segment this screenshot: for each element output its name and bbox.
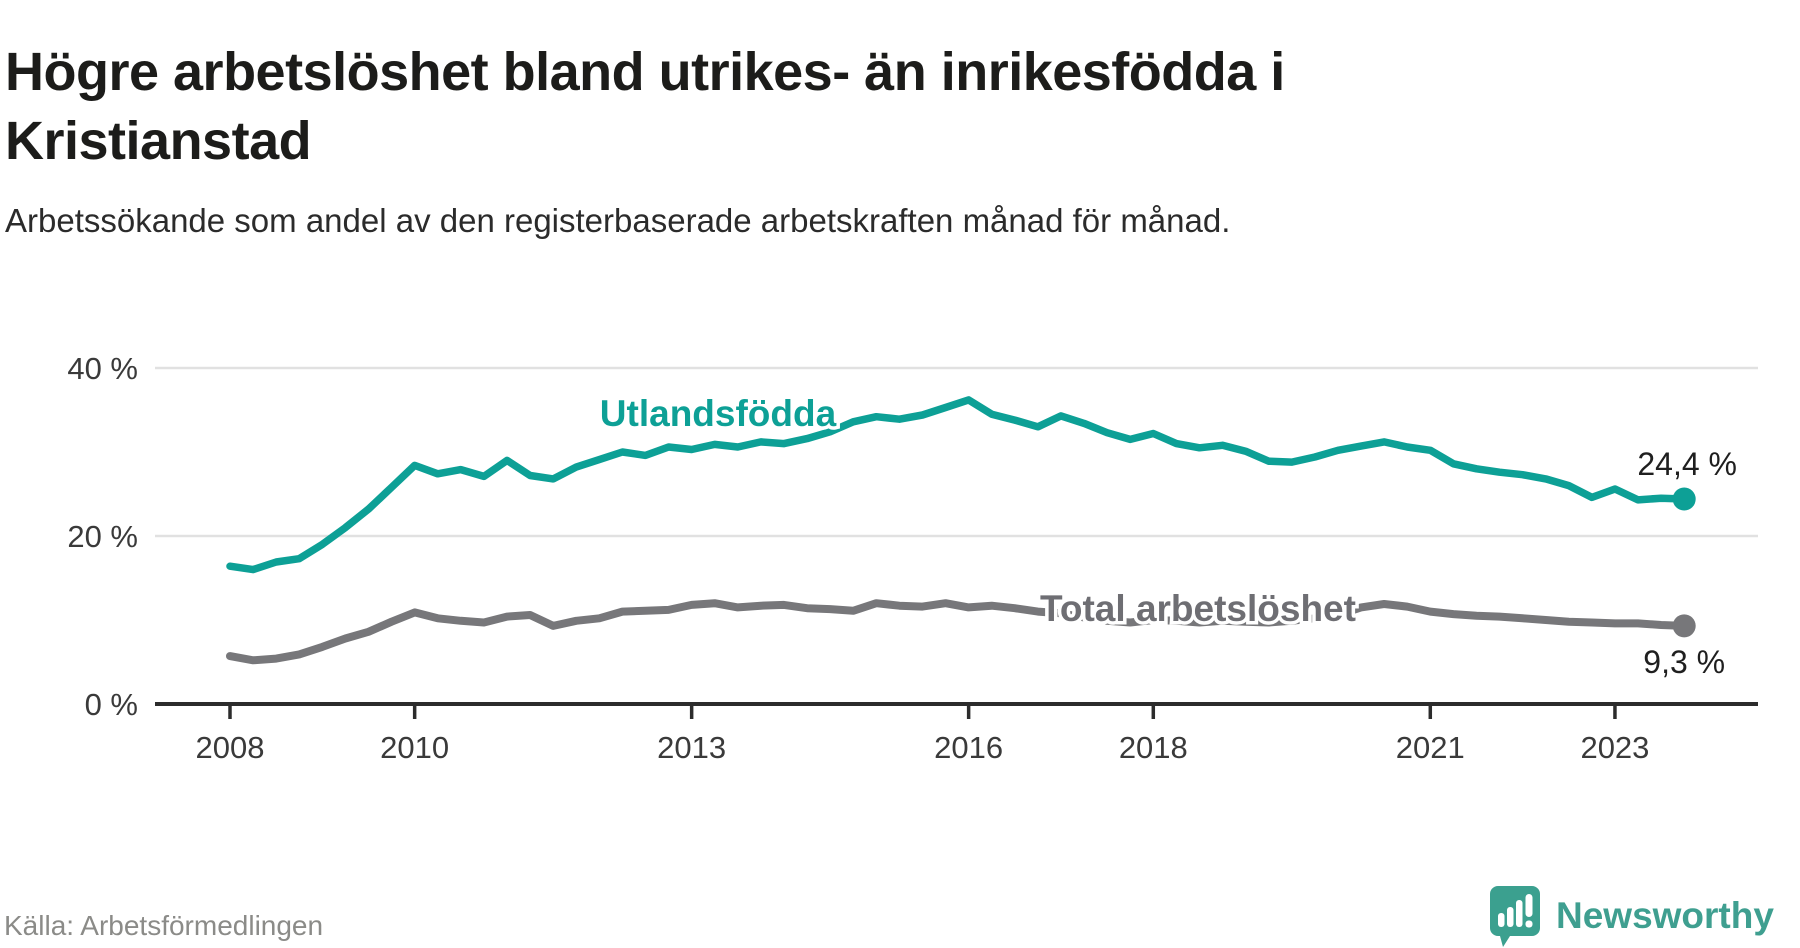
y-tick-label-20: 20 % [67,519,138,554]
x-tick-label-2013: 2013 [657,730,726,765]
speech-bubble-shape [1490,886,1540,947]
bar-large [1516,900,1523,927]
newsworthy-logo[interactable]: Newsworthy [1488,884,1800,948]
x-tick-label-2016: 2016 [934,730,1003,765]
x-tick-label-2010: 2010 [380,730,449,765]
series-line-total [226,599,1689,665]
value-label-total: 9,3 % [1643,644,1725,680]
series-line-utlandsfodda [226,396,1688,574]
page-title: Högre arbetslöshet bland utrikes- än inr… [5,42,1285,172]
source-note: Källa: Arbetsförmedlingen [4,910,324,941]
endpoint-dot-utlandsfodda [1672,487,1696,511]
chart-subtitle: Arbetssökande som andel av den registerb… [5,202,1231,239]
unemployment-line-chart: 0 % 20 % 40 % 2008 2010 2013 2016 2018 2021 2023 U… [67,351,1758,765]
exclamation-dot [1525,920,1533,928]
brand-name: Newsworthy [1556,895,1774,936]
x-tick-label-2018: 2018 [1119,730,1188,765]
x-tick-label-2023: 2023 [1580,730,1649,765]
bar-medium [1507,907,1514,927]
endpoint-dot-total [1672,614,1696,638]
x-tick-label-2008: 2008 [196,730,265,765]
x-tick-label-2021: 2021 [1396,730,1465,765]
series-label-total: Total arbetslöshet [1040,588,1356,629]
series-label-utlandsfodda: Utlandsfödda [600,393,837,434]
newsworthy-icon [1490,886,1540,947]
bar-small [1498,913,1505,927]
value-label-utlandsfodda: 24,4 % [1637,446,1737,482]
y-tick-label-0: 0 % [85,687,138,722]
y-tick-label-40: 40 % [67,351,138,386]
exclamation-bar [1525,894,1533,917]
